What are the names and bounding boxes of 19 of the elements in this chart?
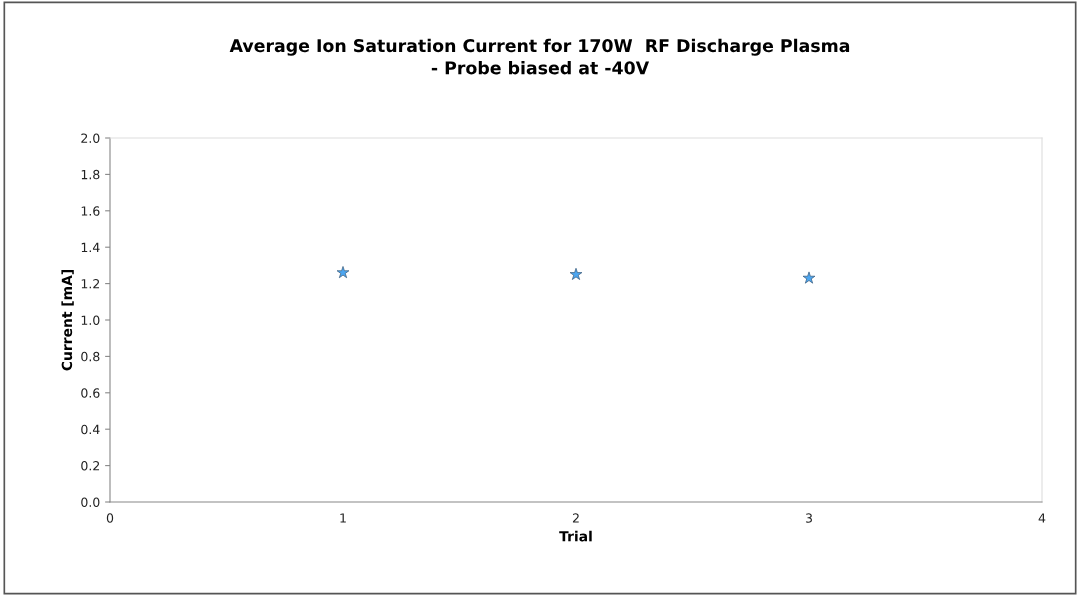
y-tick-label: 1.6 [81,206,100,216]
x-tick-label: 1 [340,513,346,523]
x-tick-label: 3 [805,513,812,523]
y-tick-label: 1.8 [81,169,100,180]
y-tick-label: 0.0 [81,497,100,507]
x-tick-label: 2 [572,513,579,523]
y-tick-label: 0.4 [81,424,100,435]
y-axis-title: Current [mA] [61,269,74,371]
chart-title: Average Ion Saturation Current for 170W RF Discharge Plasma - Probe biased at -40V [229,38,850,75]
y-tick-label: 1.0 [81,315,100,325]
y-tick-label: 1.4 [81,242,100,252]
x-tick-label: 0 [106,513,114,523]
x-axis-title: Trial [559,530,592,542]
y-tick-label: 2.0 [81,133,100,143]
y-tick-label: 1.2 [81,279,100,289]
y-tick-label: 0.8 [81,351,100,362]
y-tick-label: 0.2 [81,461,100,471]
y-tick-label: 0.6 [81,388,100,398]
x-tick-label: 4 [1038,513,1046,523]
